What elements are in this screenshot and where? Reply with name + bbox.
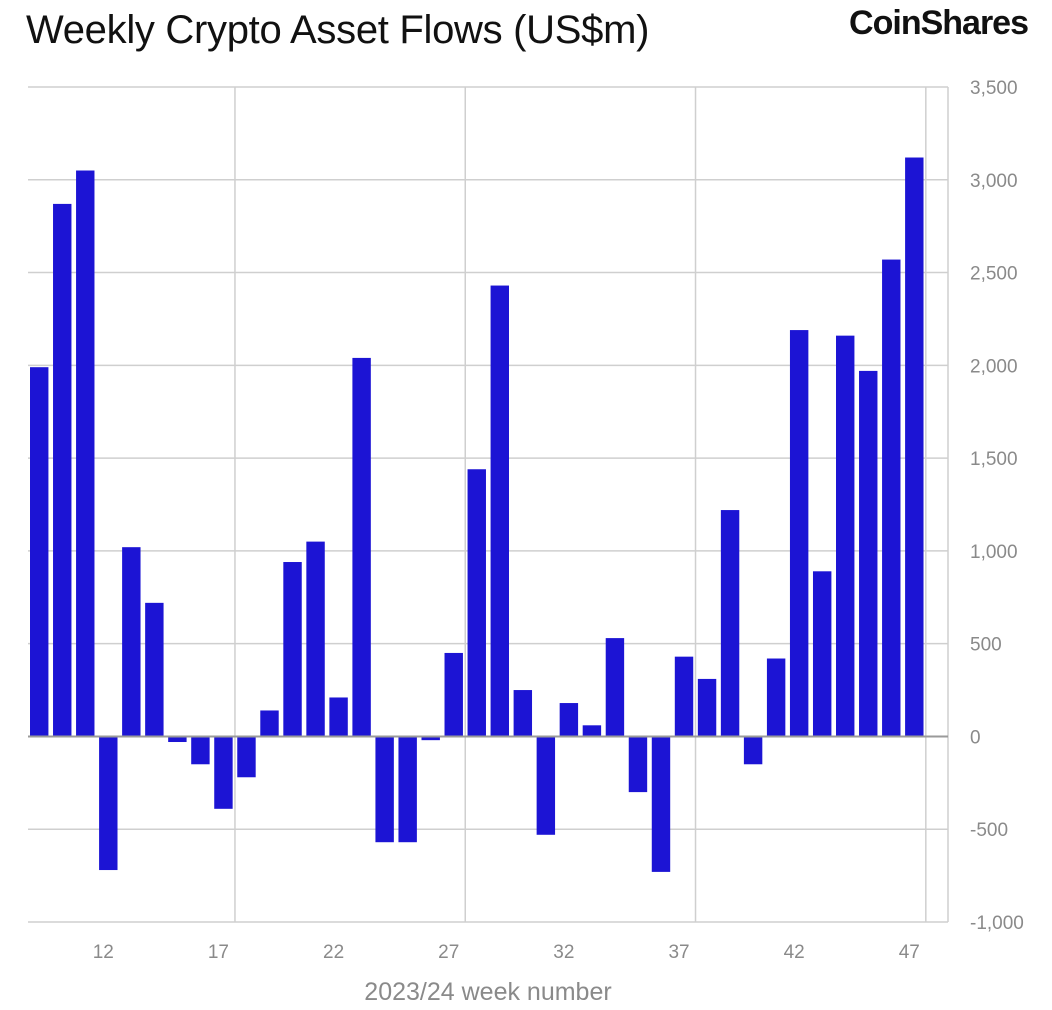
x-tick-label: 37 xyxy=(668,942,689,963)
bar-week-11 xyxy=(76,170,95,737)
bar-week-27 xyxy=(444,652,463,737)
y-axis-ticks: 3,500 3,000 2,500 2,000 1,500 1,000 500 0 -500 -1… xyxy=(970,78,1024,934)
bar-week-9 xyxy=(30,367,49,737)
bar-week-21 xyxy=(306,541,325,737)
y-tick-label: -1,000 xyxy=(970,913,1024,934)
x-tick-label: 17 xyxy=(208,942,229,963)
y-tick-label: 1,500 xyxy=(970,449,1018,470)
chart-title: Weekly Crypto Asset Flows (US$m) xyxy=(26,8,650,52)
bar-week-31 xyxy=(536,736,556,835)
y-tick-label: 3,500 xyxy=(970,78,1018,99)
bar-week-44 xyxy=(836,335,855,737)
grid-lines xyxy=(28,86,949,923)
x-tick-label: 12 xyxy=(93,942,114,963)
bar-week-45 xyxy=(859,370,878,737)
bar-week-25 xyxy=(398,736,417,843)
y-tick-label: 2,500 xyxy=(970,264,1018,285)
y-tick-label: -500 xyxy=(970,820,1008,841)
bar-week-32 xyxy=(559,703,579,737)
bar-week-20 xyxy=(283,562,302,737)
y-tick-label: 1,000 xyxy=(970,542,1018,563)
x-tick-label: 47 xyxy=(899,942,920,963)
bar-week-10 xyxy=(53,203,72,737)
bar-week-39 xyxy=(720,510,740,737)
bar-week-38 xyxy=(697,678,717,737)
x-axis-label: 2023/24 week number xyxy=(364,978,611,1006)
bar-week-29 xyxy=(490,285,509,737)
bar-week-13 xyxy=(122,547,141,737)
y-tick-label: 500 xyxy=(970,635,1002,656)
bar-week-28 xyxy=(467,469,486,737)
x-tick-label: 27 xyxy=(438,942,459,963)
bar-week-40 xyxy=(743,736,763,765)
bar-week-15 xyxy=(168,736,187,743)
x-axis-ticks: 12 17 22 27 32 37 42 47 xyxy=(93,942,920,963)
bar-week-37 xyxy=(674,656,694,737)
y-tick-label: 2,000 xyxy=(970,356,1018,377)
x-tick-label: 32 xyxy=(553,942,574,963)
brand-logo: CoinShares xyxy=(849,4,1029,42)
bar-week-41 xyxy=(766,658,786,737)
bar-week-23 xyxy=(352,357,371,737)
y-tick-label: 0 xyxy=(970,727,981,748)
bar-week-22 xyxy=(329,697,348,737)
y-tick-label: 3,000 xyxy=(970,171,1018,192)
bar-week-36 xyxy=(651,736,671,872)
x-tick-label: 42 xyxy=(784,942,805,963)
bar-week-35 xyxy=(628,736,648,793)
bar-week-17 xyxy=(214,736,233,809)
bar-week-19 xyxy=(260,710,279,737)
bar-week-24 xyxy=(375,736,394,843)
bar-week-43 xyxy=(812,571,832,737)
bar-week-26 xyxy=(421,736,440,741)
bar-week-47 xyxy=(905,157,924,737)
bars xyxy=(30,157,924,872)
bar-week-12 xyxy=(99,736,118,871)
bar-week-18 xyxy=(237,736,256,778)
bar-week-14 xyxy=(145,602,164,737)
bar-week-33 xyxy=(582,725,602,737)
bar-week-16 xyxy=(191,736,210,765)
bar-week-42 xyxy=(789,330,809,737)
x-tick-label: 22 xyxy=(323,942,344,963)
bar-week-34 xyxy=(605,638,625,737)
bar-week-46 xyxy=(882,259,901,737)
bar-week-30 xyxy=(513,690,533,737)
